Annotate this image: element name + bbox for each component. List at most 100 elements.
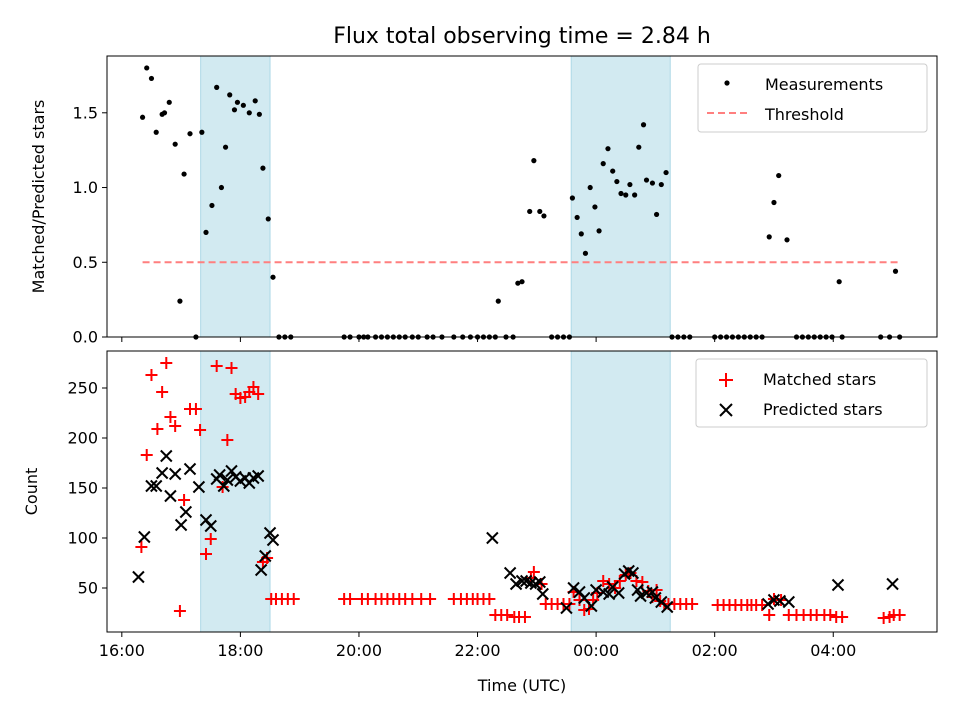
y-tick-label: 200 [67, 429, 98, 448]
measurement-point [614, 178, 620, 185]
matched-star-point [483, 593, 496, 605]
matched-star-point [763, 609, 776, 621]
matched-star-point [650, 584, 663, 596]
matched-star-point [204, 533, 217, 545]
legend-matched-label: Matched stars [763, 370, 876, 389]
measurement-point [252, 98, 258, 104]
matched-star-point [836, 611, 849, 623]
predicted-star-point [886, 577, 899, 591]
measurement-point [618, 190, 624, 197]
measurement-point [569, 195, 575, 201]
matched-star-point [247, 381, 260, 393]
measurement-point [658, 181, 664, 188]
matched-star-point [169, 420, 182, 432]
bottom-y-axis-label: Count [22, 468, 41, 516]
legend-predicted-label: Predicted stars [763, 400, 883, 419]
measurement-point [495, 298, 501, 304]
measurement-point [610, 168, 616, 174]
matched-star-point [527, 566, 540, 578]
predicted-star-point [204, 519, 217, 533]
predicted-star-point [634, 589, 647, 603]
x-tick-label: 02:00 [692, 641, 738, 660]
top-legend: Measurements Threshold [697, 63, 928, 133]
measurement-point [643, 177, 650, 183]
measurement-point [605, 146, 611, 152]
bottom-legend: Matched stars Predicted stars [695, 358, 928, 428]
matched-star-point [252, 388, 265, 400]
measurement-point [270, 274, 276, 280]
predicted-star-point [225, 464, 238, 478]
measurement-point [240, 102, 246, 108]
top-axes-frame [106, 55, 938, 338]
measurement-point [161, 110, 168, 116]
predicted-star-point [149, 479, 163, 493]
predicted-star-point [132, 570, 145, 584]
matched-star-point [140, 449, 153, 461]
measurement-point [222, 144, 229, 150]
y-tick-label: 1.0 [73, 178, 98, 197]
bottom-panel: 50 100 150 200 250 16:00 18:00 20:00 22:00 00:00… [22, 350, 938, 695]
measurement-point [199, 129, 205, 135]
predicted-star-point [585, 599, 598, 613]
measurement-point [600, 161, 606, 167]
measurement-point [574, 214, 580, 221]
measurement-point [784, 237, 790, 243]
y-tick-label: 0.5 [73, 253, 98, 272]
matched-star-point [173, 605, 186, 617]
measurement-point [265, 216, 271, 222]
legend-threshold-label: Threshold [764, 105, 844, 124]
measurement-point [578, 231, 584, 237]
measurement-point [234, 99, 241, 105]
measurement-point [166, 99, 172, 105]
matched-star-point [210, 360, 223, 372]
matched-star-point [178, 494, 191, 506]
predicted-star-point [631, 583, 644, 597]
predicted-star-point [174, 518, 188, 532]
predicted-star-point [782, 595, 795, 609]
predicted-star-point [560, 601, 573, 615]
measurement-point [231, 107, 238, 113]
y-tick-label: 100 [67, 529, 98, 548]
measurement-point [653, 211, 660, 218]
matched-star-point [200, 548, 213, 560]
predicted-star-point [259, 549, 272, 563]
predicted-star-point [183, 462, 197, 476]
measurement-point [218, 184, 225, 191]
predicted-star-point [263, 526, 277, 540]
predicted-star-point [761, 597, 775, 611]
matched-star-point [824, 609, 837, 621]
measurement-point [260, 165, 266, 171]
measurement-point [587, 184, 593, 191]
measurement-point [776, 172, 782, 179]
predicted-star-point [533, 575, 546, 589]
predicted-star-point [138, 530, 151, 544]
bottom-axes-frame [106, 350, 938, 633]
predicted-star-point [831, 578, 845, 592]
top-legend-box [697, 63, 928, 133]
measurement-point [139, 114, 146, 120]
predicted-star-point [612, 586, 625, 600]
measurement-point [531, 158, 537, 164]
y-tick-label: 1.5 [73, 103, 98, 122]
measurement-point [187, 131, 193, 137]
measurement-point [172, 141, 178, 147]
predicted-star-point [509, 577, 523, 591]
measurement-point [209, 202, 215, 209]
legend-predicted-marker [719, 403, 733, 417]
matched-star-point [225, 362, 238, 374]
matched-star-point [135, 541, 148, 553]
predicted-star-point [589, 583, 603, 597]
predicted-star-point [155, 466, 169, 480]
measurement-point [537, 208, 543, 215]
predicted-star-point [221, 473, 234, 487]
chart-title: Flux total observing time = 2.84 h [333, 24, 711, 49]
predicted-star-point [486, 531, 499, 545]
matched-star-point [613, 575, 626, 587]
matched-star-point [424, 593, 437, 605]
measurement-point [148, 75, 155, 82]
legend-measurements-marker [724, 80, 730, 86]
x-axis-label: Time (UTC) [477, 676, 566, 695]
measurement-point [144, 65, 150, 71]
matched-star-point [160, 357, 173, 369]
predicted-star-point [503, 566, 517, 580]
